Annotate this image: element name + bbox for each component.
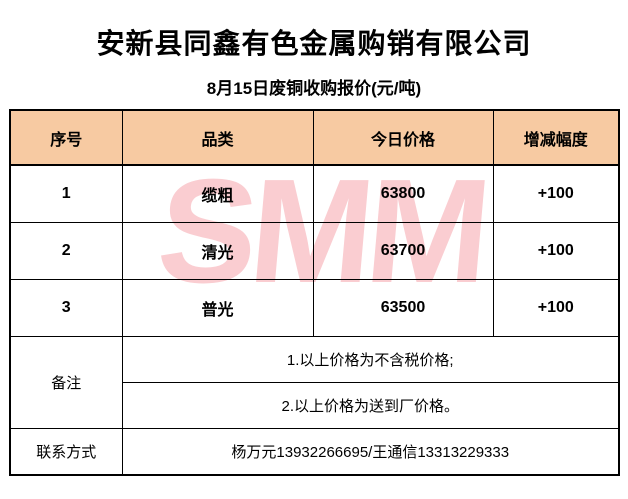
price-table-container: 序号 品类 今日价格 增减幅度 1 缆粗 63800 +100 2 清光 637… bbox=[9, 109, 620, 476]
remarks-row-2: 2.以上价格为送到厂价格。 bbox=[10, 381, 620, 429]
row-category: 普光 bbox=[121, 278, 314, 337]
row-change: +100 bbox=[492, 278, 620, 337]
row-category: 清光 bbox=[121, 221, 314, 280]
row-no: 2 bbox=[9, 221, 123, 280]
row-no: 1 bbox=[9, 164, 123, 223]
column-header-price: 今日价格 bbox=[312, 109, 494, 166]
page-title: 安新县同鑫有色金属购销有限公司 bbox=[96, 28, 532, 59]
row-no: 3 bbox=[9, 278, 123, 337]
remark-item-2: 2.以上价格为送到厂价格。 bbox=[121, 381, 620, 429]
column-header-change: 增减幅度 bbox=[492, 109, 620, 166]
remarks-label: 备注 bbox=[9, 335, 123, 429]
remarks-row-1: 备注 1.以上价格为不含税价格; bbox=[9, 335, 620, 429]
contact-label: 联系方式 bbox=[9, 427, 123, 476]
contact-value: 杨万元13932266695/王通信13313229333 bbox=[121, 427, 620, 476]
table-header-row: 序号 品类 今日价格 增减幅度 bbox=[9, 109, 620, 166]
column-header-category: 品类 bbox=[121, 109, 314, 166]
remark-item-1: 1.以上价格为不含税价格; bbox=[121, 335, 620, 383]
table-row: 2 清光 63700 +100 bbox=[9, 221, 620, 280]
column-header-no: 序号 bbox=[9, 109, 123, 166]
table-row: 1 缆粗 63800 +100 bbox=[9, 164, 620, 223]
table-row: 3 普光 63500 +100 bbox=[9, 278, 620, 337]
row-change: +100 bbox=[492, 221, 620, 280]
page-subtitle: 8月15日废铜收购报价(元/吨) bbox=[206, 79, 422, 98]
row-price: 63700 bbox=[312, 221, 494, 280]
row-category: 缆粗 bbox=[121, 164, 314, 223]
row-change: +100 bbox=[492, 164, 620, 223]
contact-row: 联系方式 杨万元13932266695/王通信13313229333 bbox=[9, 427, 620, 476]
row-price: 63800 bbox=[312, 164, 494, 223]
price-table: 序号 品类 今日价格 增减幅度 1 缆粗 63800 +100 2 清光 637… bbox=[9, 109, 620, 476]
row-price: 63500 bbox=[312, 278, 494, 337]
